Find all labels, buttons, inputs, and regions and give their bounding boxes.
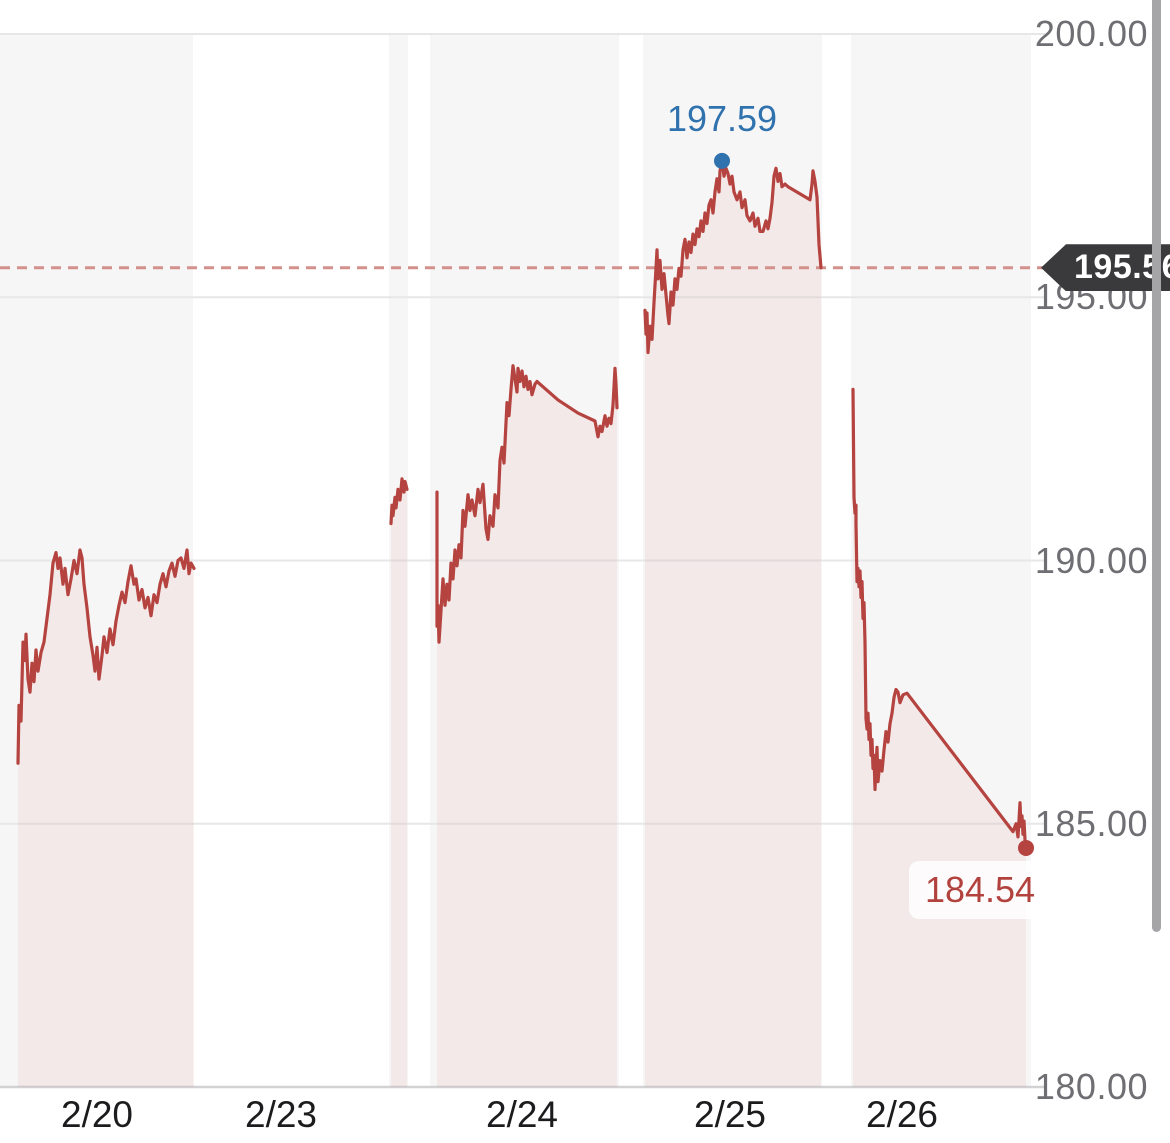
low-price-label-box: 184.54 [908, 860, 1052, 919]
x-axis-tick-label: 2/23 [244, 1094, 318, 1135]
area-fill [391, 478, 407, 1087]
price-line [435, 364, 619, 644]
x-axis-tick-label: 2/24 [485, 1094, 559, 1135]
price-line [851, 387, 1028, 850]
high-price-label: 197.59 [666, 97, 778, 139]
y-axis-tick-label: 190.00 [1034, 539, 1148, 581]
current-price-badge: 195.56 [1041, 244, 1170, 292]
low-price-label: 184.54 [924, 868, 1036, 910]
x-axis-tick-label: 2/25 [693, 1094, 767, 1135]
price-line [389, 477, 409, 526]
area-fill [437, 365, 617, 1087]
high-dot [714, 152, 730, 169]
vertical-scrollbar[interactable] [1152, 0, 1161, 932]
y-axis-tick-label: 185.00 [1034, 802, 1148, 844]
area-fill [645, 160, 821, 1087]
x-axis-tick-label: 2/20 [60, 1094, 134, 1135]
x-axis-tick-label: 2/26 [865, 1094, 939, 1135]
price-line [16, 548, 196, 765]
price-line [643, 159, 823, 355]
low-dot [1018, 839, 1034, 856]
y-axis-tick-label: 200.00 [1034, 13, 1148, 54]
y-axis-tick-label: 180.00 [1034, 1066, 1148, 1107]
area-fill [18, 550, 194, 1087]
